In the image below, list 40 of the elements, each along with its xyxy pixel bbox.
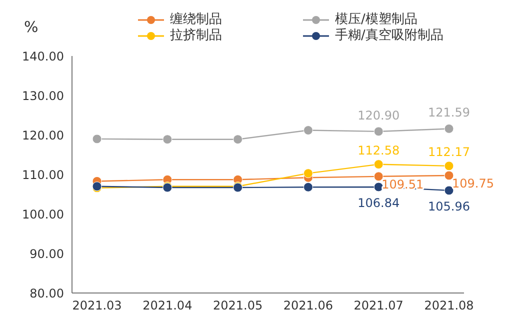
point bbox=[162, 134, 172, 144]
y-tick-label: 110.00 bbox=[22, 168, 64, 182]
point bbox=[303, 126, 313, 136]
x-tick-label: 2021.03 bbox=[72, 298, 122, 313]
data-label: 121.59 bbox=[428, 106, 470, 120]
y-tick-label: 80.00 bbox=[30, 286, 64, 300]
y-tick-label: 140.00 bbox=[22, 49, 64, 64]
legend-label: 拉挤制品 bbox=[170, 28, 222, 44]
point bbox=[92, 134, 102, 144]
y-axis-title: % bbox=[24, 18, 38, 36]
x-tick-label: 2021.08 bbox=[424, 298, 474, 313]
x-tick-label: 2021.05 bbox=[212, 298, 263, 313]
data-label: 106.84 bbox=[358, 196, 400, 210]
data-label: 109.51 bbox=[382, 177, 424, 192]
legend-label: 手糊/真空吸附制品 bbox=[335, 28, 444, 44]
data-label: 109.75 bbox=[452, 176, 494, 190]
point bbox=[444, 170, 454, 180]
x-tick-label: 2021.04 bbox=[142, 298, 192, 313]
point bbox=[303, 182, 313, 192]
point bbox=[374, 172, 384, 182]
y-tick-label: 120.00 bbox=[22, 128, 64, 142]
point bbox=[444, 161, 454, 171]
legend-label: 缠绕制品 bbox=[170, 12, 222, 28]
legend-label: 模压/模塑制品 bbox=[335, 12, 418, 28]
y-tick-label: 130.00 bbox=[22, 88, 64, 103]
point bbox=[444, 124, 454, 134]
point bbox=[374, 182, 384, 192]
point bbox=[233, 134, 243, 144]
data-label: 112.17 bbox=[428, 144, 470, 159]
x-tick-label: 2021.06 bbox=[283, 298, 334, 313]
data-label: 120.90 bbox=[358, 108, 400, 122]
y-tick-label: 90.00 bbox=[30, 246, 64, 261]
point bbox=[303, 168, 313, 178]
data-label: 112.58 bbox=[358, 143, 400, 158]
point bbox=[444, 186, 454, 196]
point bbox=[374, 160, 384, 170]
y-tick-label: 100.00 bbox=[22, 207, 64, 222]
point bbox=[374, 126, 384, 136]
data-label: 105.96 bbox=[428, 199, 470, 214]
x-tick-label: 2021.07 bbox=[354, 298, 404, 313]
